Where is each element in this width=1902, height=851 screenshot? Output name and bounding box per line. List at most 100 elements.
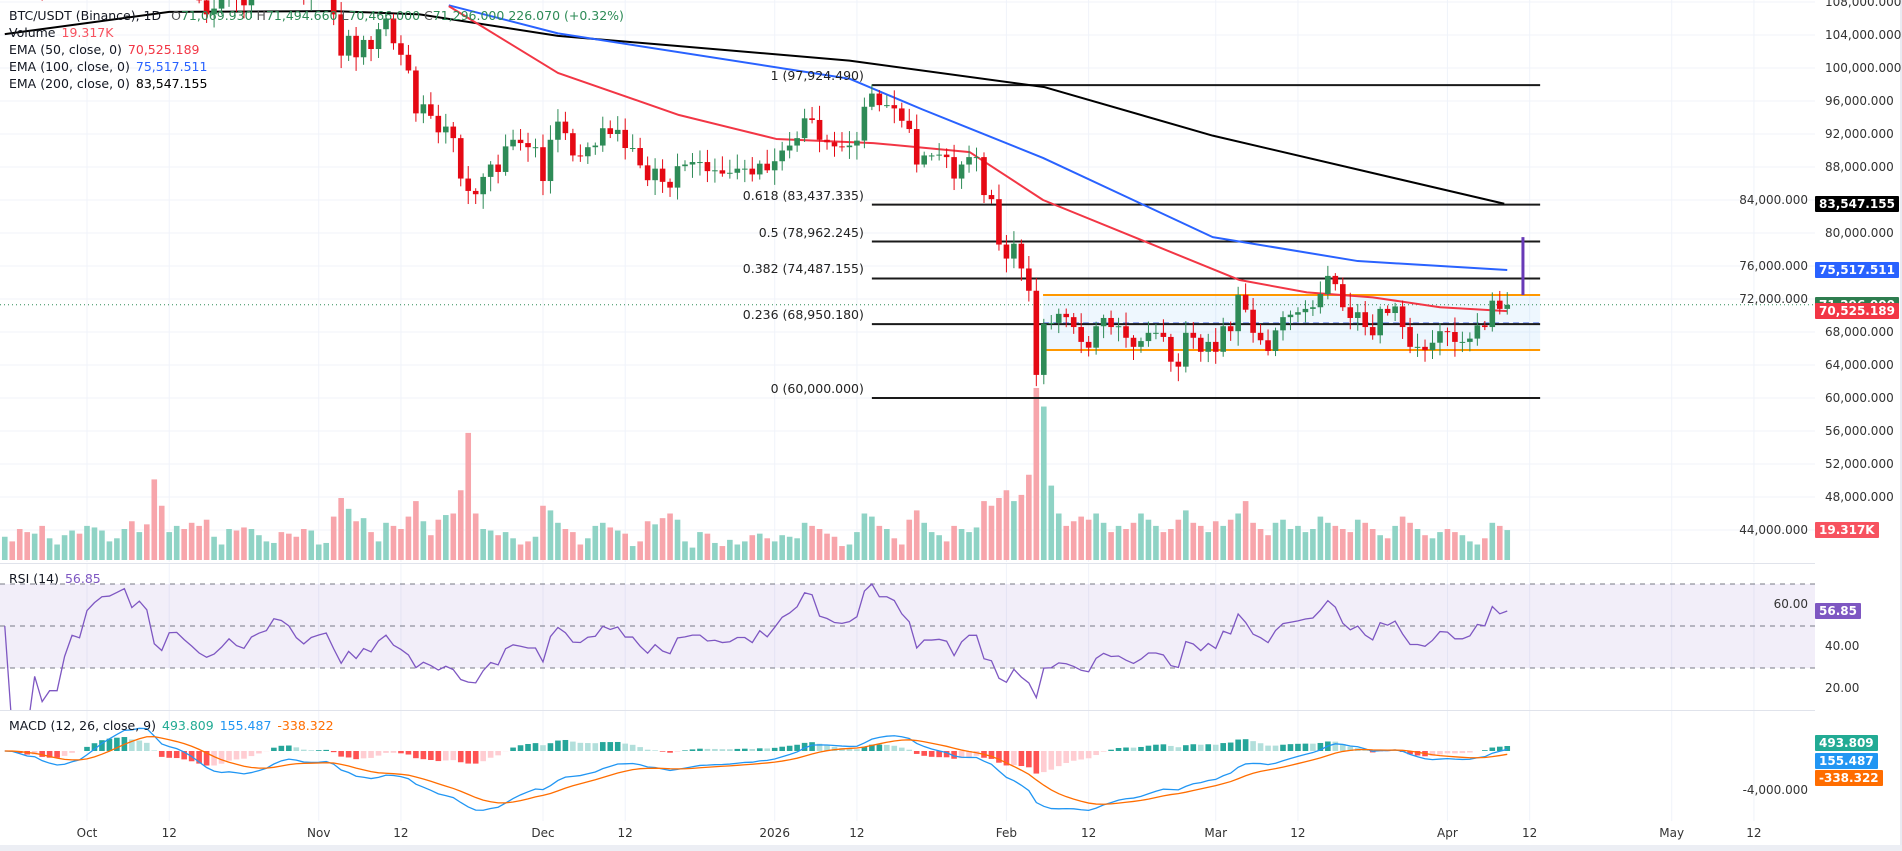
- candle-body: [1018, 243, 1025, 269]
- candle-body: [390, 18, 397, 44]
- price-tick-label: 72,000.000: [1739, 292, 1808, 306]
- macd-histogram-bar: [1003, 751, 1010, 766]
- candle-body: [831, 142, 838, 147]
- macd-histogram-bar: [652, 750, 658, 751]
- candle-body: [525, 143, 531, 148]
- fib-level-label: 0.236 (68,950.180): [742, 307, 864, 323]
- candle-body: [577, 155, 584, 157]
- volume-bar: [420, 521, 427, 560]
- macd-histogram-bar: [1220, 743, 1226, 751]
- macd-histogram-bar: [218, 751, 225, 764]
- volume-bar: [876, 525, 883, 560]
- macd-histogram-bar: [315, 750, 322, 751]
- candle-body: [1123, 326, 1129, 338]
- macd-chart[interactable]: [0, 711, 1815, 821]
- volume-bar: [1474, 544, 1481, 560]
- candle-body: [622, 129, 628, 149]
- volume-bar: [1377, 535, 1383, 560]
- rsi-pane[interactable]: RSI (14) 56.85: [0, 563, 1815, 710]
- candle-body: [1197, 337, 1204, 352]
- volume-bar: [981, 501, 987, 560]
- volume-bar: [697, 532, 703, 560]
- candle-body: [487, 164, 494, 177]
- low-label: L: [341, 8, 349, 23]
- volume-bar: [1265, 535, 1271, 560]
- macd-legend[interactable]: MACD (12, 26, close, 9) 493.809 155.487 -33…: [9, 717, 334, 734]
- volume-bar: [585, 538, 591, 560]
- volume-bar: [1287, 529, 1294, 560]
- macd-histogram-bar: [1235, 739, 1241, 751]
- volume-bar: [1085, 519, 1092, 560]
- macd-histogram-bar: [1026, 751, 1032, 768]
- macd-histogram-bar: [106, 738, 113, 751]
- symbol-title[interactable]: BTC/USDT (Binance), 1D: [9, 8, 162, 23]
- rsi-chart[interactable]: [0, 564, 1815, 710]
- candle-body: [1183, 332, 1189, 367]
- volume-bar: [256, 535, 262, 560]
- candle-body: [532, 147, 539, 149]
- macd-histogram-bar: [659, 751, 666, 752]
- volume-bar: [203, 519, 210, 560]
- time-tick-label: Oct: [76, 826, 98, 840]
- ema200-legend[interactable]: EMA (200, close, 0) 83,547.155: [9, 75, 207, 92]
- candle-body: [1250, 309, 1256, 333]
- macd-histogram-bar: [91, 743, 98, 751]
- volume-bar: [1347, 532, 1354, 560]
- volume-bar: [151, 479, 158, 560]
- volume-bar: [188, 522, 195, 560]
- macd-histogram-bar: [1310, 743, 1316, 751]
- volume-bar: [734, 544, 741, 560]
- price-tick-label: 96,000.000: [1825, 94, 1894, 108]
- price-pane[interactable]: BTC/USDT (Binance), 1D O71,069.930 H71,4…: [0, 0, 1815, 562]
- macd-histogram-bar: [1332, 741, 1339, 751]
- candle-body: [801, 118, 808, 139]
- volume-legend[interactable]: Volume 19.317K: [9, 24, 113, 41]
- candle-body: [1160, 332, 1167, 337]
- ema100-legend[interactable]: EMA (100, close, 0) 75,517.511: [9, 58, 207, 75]
- volume-bar: [390, 525, 397, 560]
- time-tick-label: 12: [617, 826, 633, 840]
- candle-body: [1489, 300, 1496, 328]
- volume-bar: [1093, 513, 1099, 560]
- price-tick-label: 52,000.000: [1825, 457, 1894, 471]
- price-tick-label: 68,000.000: [1825, 325, 1894, 339]
- volume-bar: [966, 532, 972, 560]
- candle-body: [211, 8, 217, 15]
- candle-body: [734, 168, 741, 173]
- macd-histogram-bar: [181, 751, 187, 760]
- ema50-legend[interactable]: EMA (50, close, 0) 70,525.189: [9, 41, 200, 58]
- volume-bar: [457, 490, 464, 560]
- macd-line: [4, 727, 1508, 812]
- macd-pane[interactable]: MACD (12, 26, close, 9) 493.809 155.487 -33…: [0, 710, 1815, 821]
- macd-histogram-bar: [1055, 751, 1062, 767]
- macd-histogram-bar: [450, 751, 457, 761]
- macd-histogram-bar: [1033, 751, 1040, 774]
- volume-bar: [338, 498, 344, 560]
- price-axis[interactable]: 83,547.15575,517.51171,296.00070,525.189…: [1739, 0, 1902, 845]
- volume-bar: [727, 539, 733, 560]
- volume-bar: [1026, 474, 1032, 560]
- volume-bar: [1407, 522, 1413, 560]
- volume-bar: [577, 544, 584, 560]
- macd-signal-value: -338.322: [277, 718, 334, 733]
- macd-histogram-bar: [689, 749, 696, 751]
- time-axis[interactable]: Oct 12 Nov 12 Dec 12 2026 12 Feb 12 Mar 12 Apr 12 May 1…: [0, 820, 1815, 845]
- candle-body: [472, 190, 479, 195]
- high-label: H: [256, 8, 266, 23]
- macd-histogram-bar: [1257, 743, 1264, 751]
- macd-histogram-bar: [861, 746, 868, 751]
- macd-tick-label: -4,000.000: [1742, 783, 1808, 797]
- rsi-legend[interactable]: RSI (14) 56.85: [9, 570, 101, 587]
- macd-histogram-bar: [794, 744, 800, 751]
- price-tick-label: 104,000.000: [1825, 28, 1902, 42]
- macd-histogram-bar: [704, 748, 711, 751]
- volume-bar: [114, 538, 120, 560]
- price-chart[interactable]: [0, 0, 1815, 562]
- volume-bar: [652, 524, 658, 560]
- candle-body: [689, 162, 696, 165]
- volume-bar: [1482, 538, 1488, 560]
- macd-histogram-bar: [443, 751, 449, 761]
- volume-bar: [674, 519, 681, 560]
- macd-histogram-bar: [330, 751, 337, 753]
- volume-bar: [99, 530, 105, 560]
